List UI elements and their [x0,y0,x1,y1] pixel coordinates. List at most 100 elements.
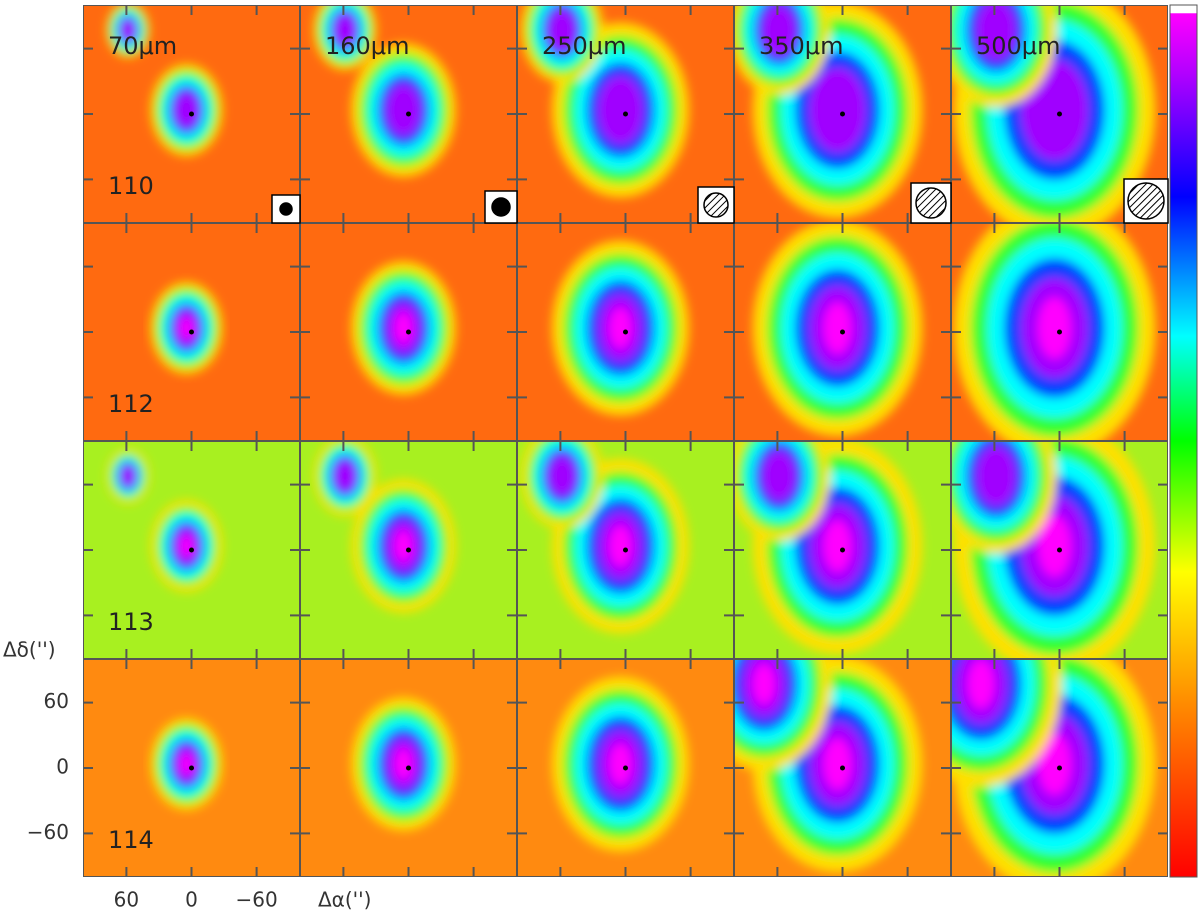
source-label: 114 [108,826,154,854]
emission-level [597,75,644,145]
emission [351,697,456,831]
emission-level [809,67,866,153]
emission [313,5,456,177]
beam-box [271,194,301,224]
emission-level [609,525,632,567]
x-tick-label: 60 [114,888,139,912]
source-position [406,547,411,553]
emission-level [180,317,193,339]
source-position [189,111,194,117]
beam [491,197,511,217]
emission [106,448,223,592]
map-panel [734,659,951,877]
emission-level [609,743,632,785]
emission-level [174,92,199,128]
source-position [1057,765,1062,771]
source-position [189,329,194,335]
source-position [1057,111,1062,117]
source-position [840,547,845,553]
emission-level [120,465,136,487]
source-label: 110 [108,172,154,200]
y-tick-label: 60 [44,689,69,713]
emission-level [1037,297,1072,359]
emission [734,441,923,655]
emission-level [823,520,852,572]
source-position [623,329,628,335]
emission-level [548,9,576,51]
emission [734,659,923,873]
emission-level [762,450,796,502]
source-position [840,329,845,335]
map-panel [517,5,734,223]
emission-level [752,663,776,705]
emission [313,441,456,613]
map-panel [517,659,734,877]
emission [520,5,689,198]
emission [951,659,1156,877]
emission-level [967,659,995,709]
map-panel [951,223,1168,441]
x-tick-label: −60 [235,888,277,912]
beam-box [484,190,518,224]
emission-level [975,5,1017,61]
wavelength-label: 500μm [976,32,1060,60]
beam [703,192,729,218]
source-position [406,111,411,117]
emission [951,5,1156,223]
map-panel [83,659,300,877]
wavelength-label: 250μm [542,32,626,60]
source-position [623,765,628,771]
map-panel [734,223,951,441]
map-panel [83,441,300,659]
source-position [623,111,628,117]
emission-level [386,83,421,137]
emission-level [394,748,413,780]
map-panel [83,223,300,441]
emission [552,240,689,416]
beam [1127,182,1165,220]
source-position [623,547,628,553]
emission-level [823,302,852,354]
y-tick-label: −60 [27,820,69,844]
emission [150,718,223,810]
source-position [406,329,411,335]
maps [83,5,1168,877]
source-position [406,765,411,771]
map-panel [951,441,1168,659]
map-panel [951,5,1168,223]
y-tick-label: 0 [56,755,69,779]
colorbar [1169,4,1198,878]
source-position [1057,547,1062,553]
source-position [840,111,845,117]
emission-level [975,445,1017,507]
emission-level [334,460,356,492]
emission-level [394,312,413,344]
emission-level [180,753,193,775]
map-panel [300,441,517,659]
emission [106,5,223,156]
emission [520,441,689,634]
emission-level [823,738,852,790]
map-panel [83,5,300,223]
emission-level [1037,515,1072,577]
emission [734,5,923,219]
beam [279,202,293,216]
map-panel [517,441,734,659]
map-panel [300,5,517,223]
emission [150,282,223,374]
emission-level [394,530,413,562]
source-label: 113 [108,608,154,636]
wavelength-label: 160μm [325,32,409,60]
x-axis-label: Δα('') [318,888,371,912]
wavelength-label: 350μm [759,32,843,60]
beam [915,187,947,219]
emission [351,261,456,395]
source-label: 112 [108,390,154,418]
emission-level [762,5,796,56]
emission-level [1037,733,1072,795]
y-axis-label: Δδ('') [3,638,56,662]
source-position [840,765,845,771]
emission [951,441,1156,659]
x-tick-label: 0 [185,888,198,912]
